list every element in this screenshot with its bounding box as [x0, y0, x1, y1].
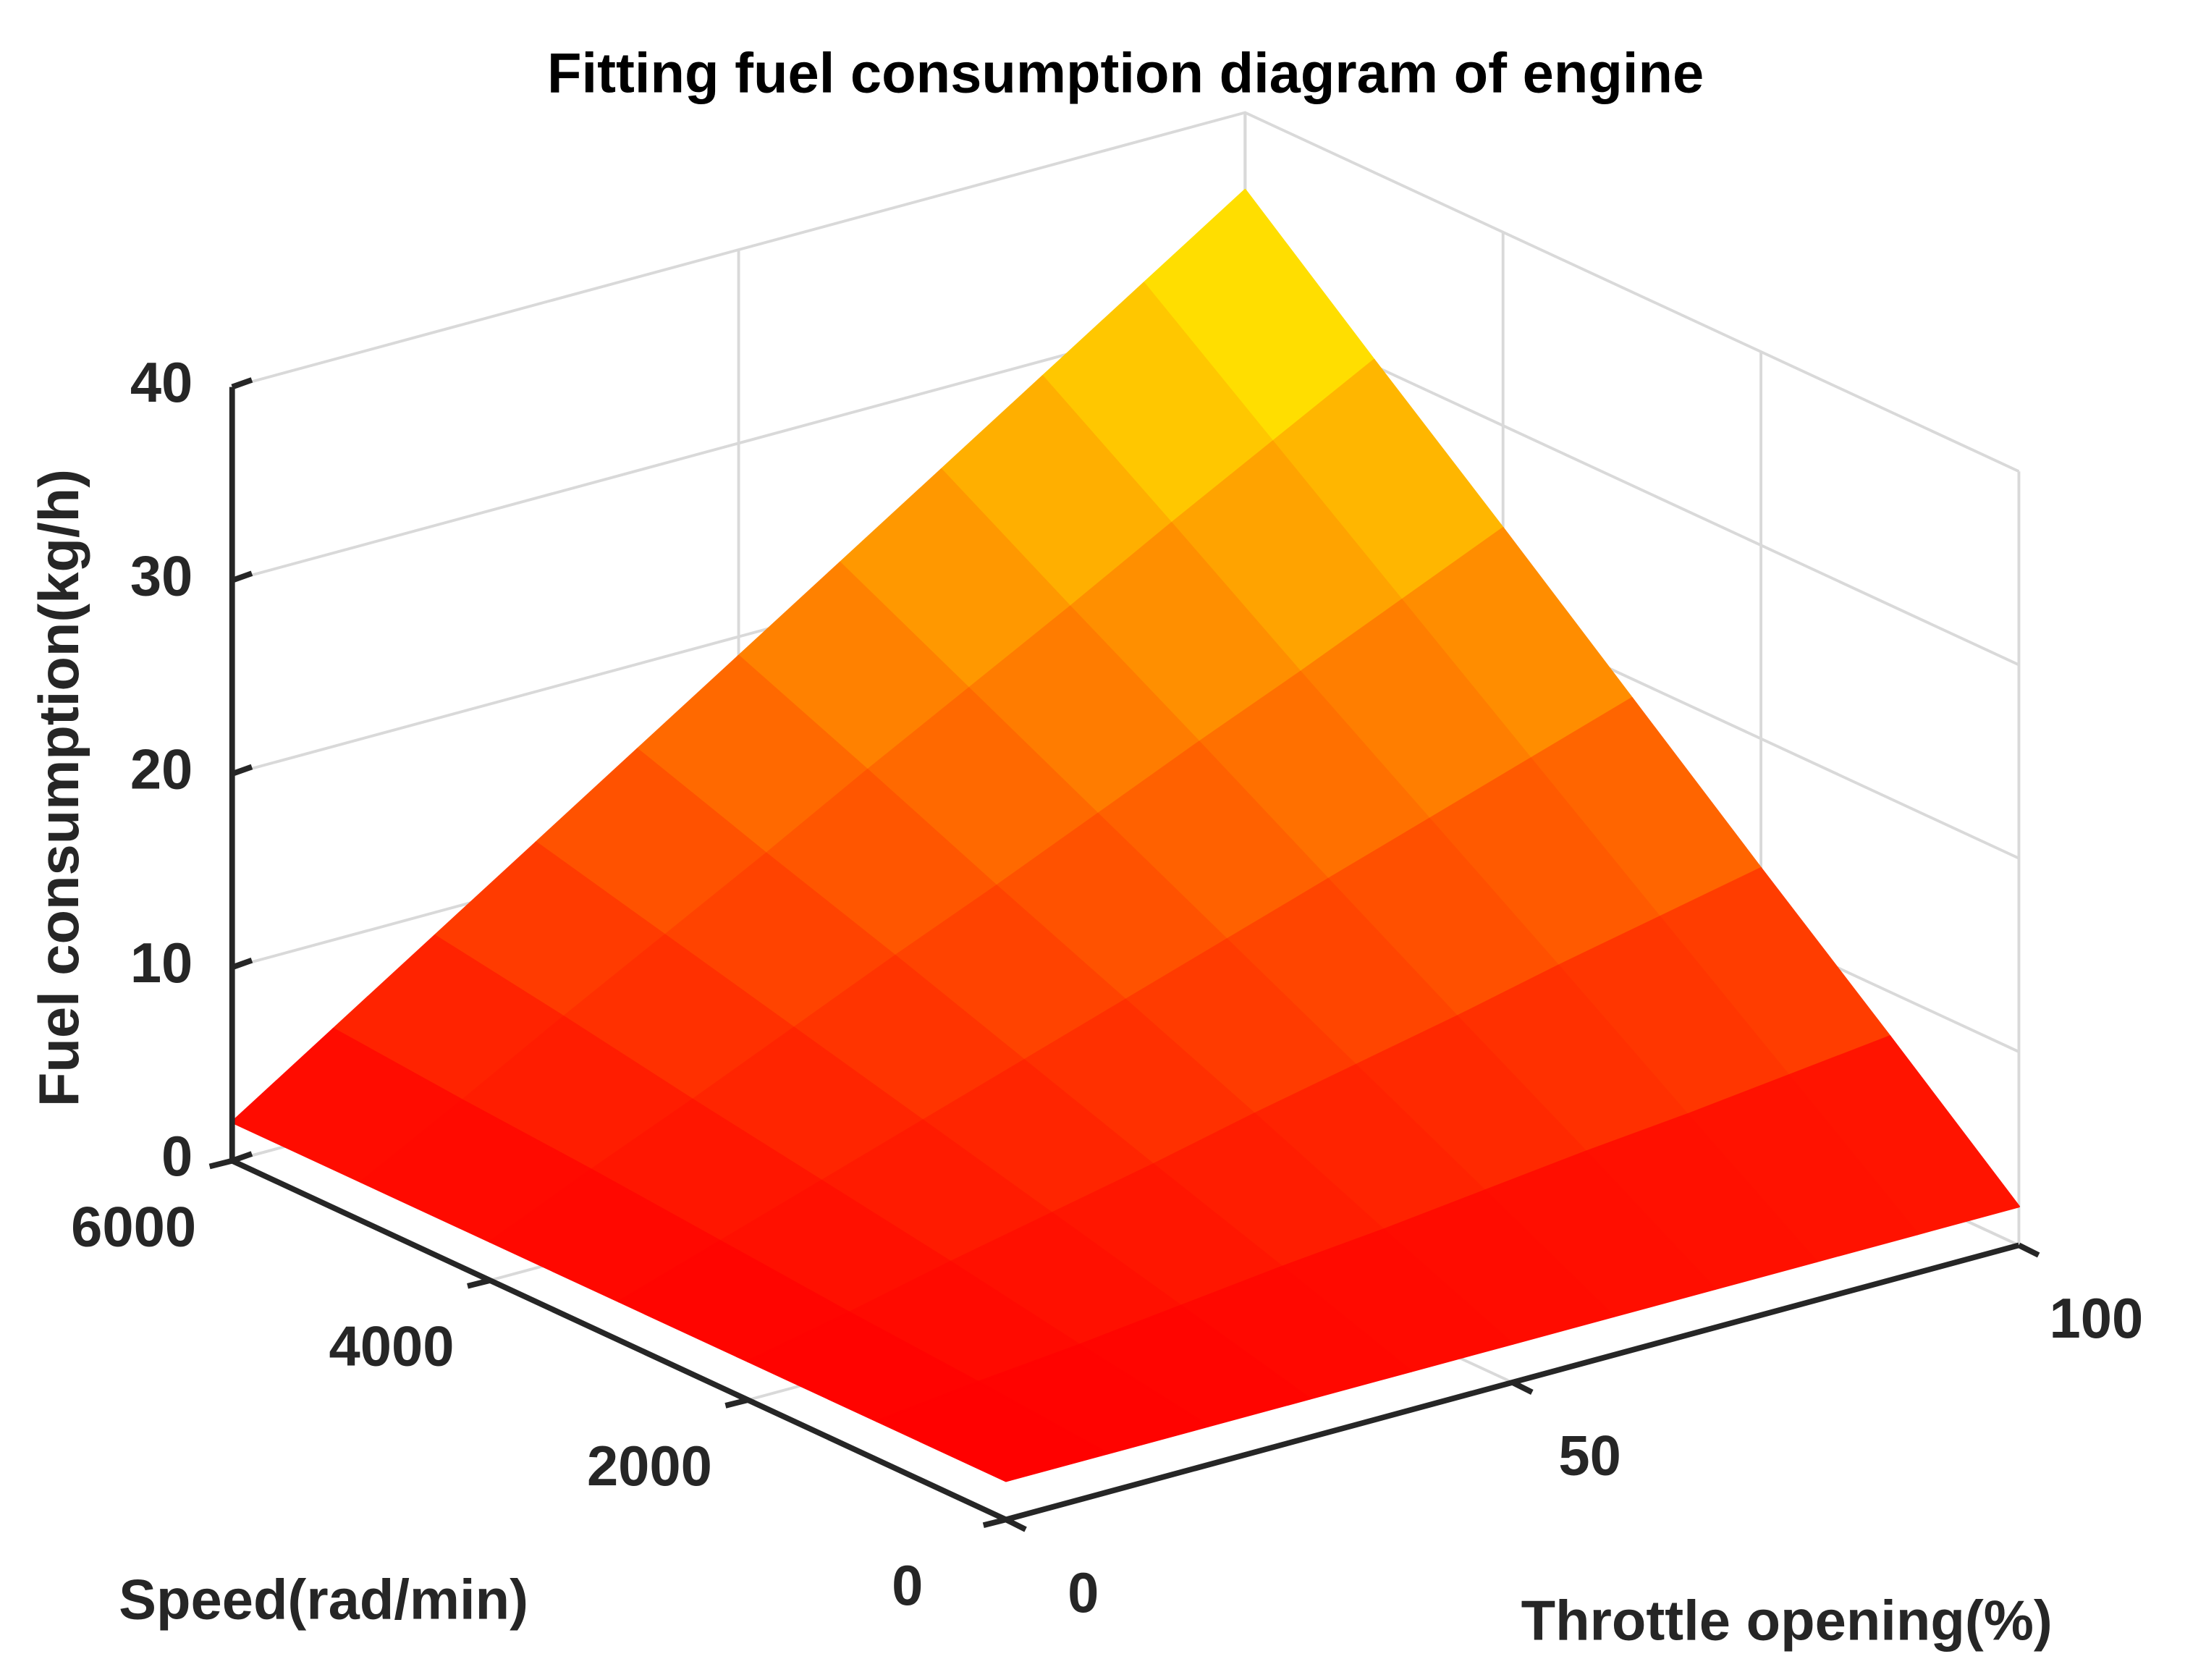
- x-tick: [1005, 1516, 1027, 1532]
- x-tick-label: 50: [1558, 1424, 1620, 1487]
- y-tick-label: 2000: [587, 1435, 712, 1498]
- z-tick: [231, 377, 253, 390]
- y-tick: [208, 1157, 233, 1170]
- z-tick-label: 30: [130, 545, 193, 607]
- z-tick: [231, 958, 253, 971]
- z-tick-label: 0: [161, 1126, 193, 1188]
- z-tick-label: 40: [130, 352, 193, 414]
- z-tick: [231, 570, 253, 583]
- axes: 0 10 20 30 40 0 2000 4000 6000 0 50 100: [71, 352, 2143, 1624]
- x-tick: [1510, 1380, 1534, 1395]
- z-tick: [231, 764, 253, 777]
- y-tick-label: 0: [892, 1555, 923, 1617]
- surface: [231, 188, 2020, 1482]
- y-tick: [724, 1397, 749, 1409]
- y-axis-label: Speed(rad/min): [119, 1569, 528, 1632]
- y-tick-label: 6000: [71, 1196, 196, 1258]
- z-tick-label: 20: [130, 739, 193, 801]
- z-axis-label: Fuel consumption(kg/h): [28, 469, 90, 1107]
- x-tick-label: 0: [1068, 1562, 1099, 1624]
- z-tick: [231, 1151, 253, 1164]
- x-axis-label: Throttle opening(%): [1521, 1590, 2053, 1652]
- chart-title: Fitting fuel consumption diagram of engi…: [547, 42, 1704, 104]
- y-axis: [231, 1158, 1007, 1522]
- x-tick-label: 100: [2050, 1288, 2144, 1350]
- z-tick-label: 10: [130, 932, 193, 995]
- x-tick: [2017, 1242, 2040, 1258]
- y-tick: [982, 1516, 1007, 1528]
- y-tick-label: 4000: [329, 1316, 455, 1378]
- surface-cell: [876, 1380, 1109, 1482]
- y-tick: [467, 1278, 491, 1289]
